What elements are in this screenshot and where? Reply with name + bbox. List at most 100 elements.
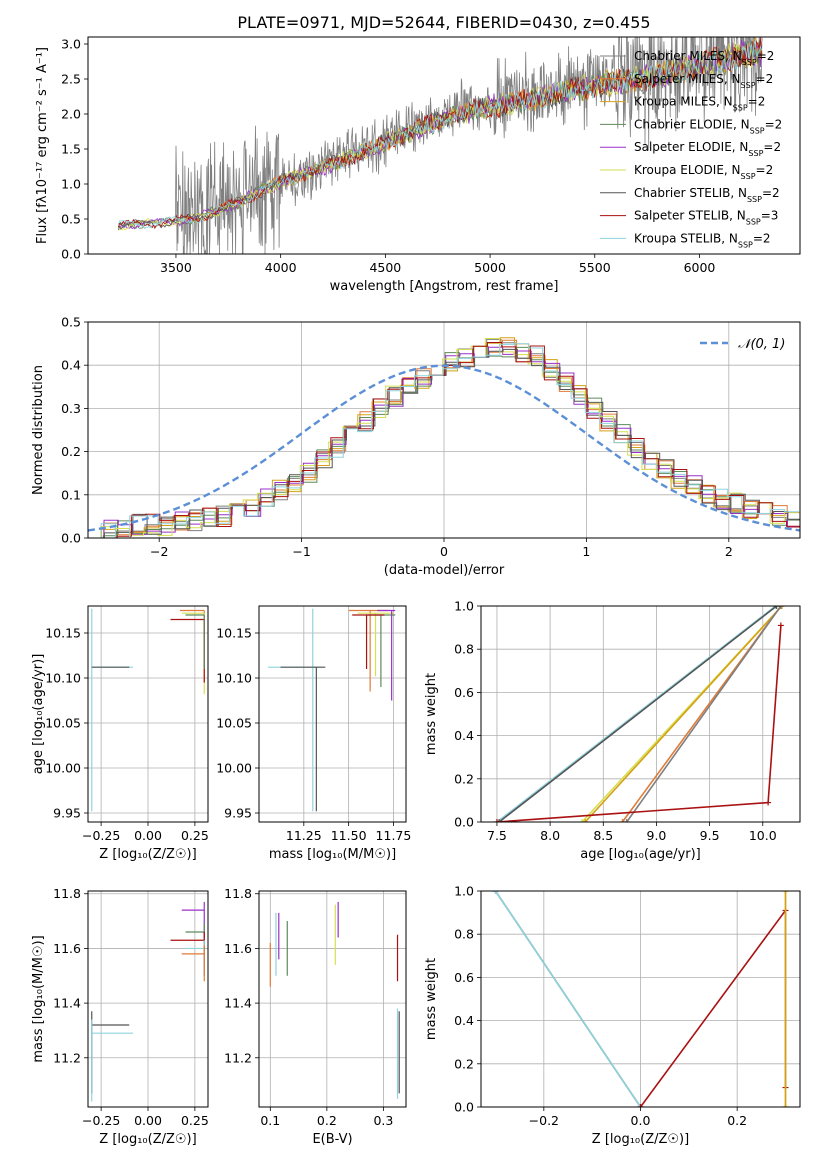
legend-value: =2 — [765, 117, 783, 131]
x-axis-label: wavelength [Angstrom, rest frame] — [330, 279, 559, 294]
plot-area — [481, 606, 800, 822]
y-tick-label: 10.10 — [45, 671, 81, 686]
weight-marker — [782, 1104, 789, 1107]
weight-line-salpeter-stelib — [639, 907, 787, 1107]
legend-entry: Chabrier STELIB, NSSP=2 — [634, 186, 780, 204]
x-tick-label: 0.25 — [181, 828, 209, 843]
legend-entry: Kroupa STELIB, NSSP=2 — [634, 231, 771, 249]
plot-area — [118, 37, 763, 254]
y-tick-label: 0.8 — [454, 642, 474, 657]
y-tick-label: 10.05 — [45, 716, 81, 731]
panel-mass-weight-vs-age: 7.5 8.0 8.5 9.0 9.5 10.0 0.0 0.2 0.4 0.6 0.8 1.0 age… — [424, 599, 801, 862]
axes-frame — [87, 890, 209, 1108]
axes-frame — [87, 321, 801, 539]
normal-distribution-line — [88, 364, 800, 532]
x-tick-label: 5500 — [579, 260, 611, 275]
legend-entry: Chabrier ELODIE, NSSP=2 — [634, 117, 782, 135]
legend-value: =2 — [756, 163, 774, 177]
x-tick-label: 0 — [440, 544, 448, 559]
legend-subscript: SSP — [750, 126, 765, 135]
legend-subscript: SSP — [742, 58, 757, 67]
x-tick-label: 0.00 — [134, 1113, 162, 1128]
legend-subscript: SSP — [748, 149, 763, 158]
y-tick-label: 11.6 — [224, 941, 252, 956]
weight-marker — [782, 891, 789, 894]
x-axis-label: E(B-V) — [312, 1132, 352, 1147]
weight-marker — [492, 891, 499, 894]
y-tick-label: 2.5 — [61, 72, 81, 87]
axes-frame — [87, 36, 801, 255]
x-tick-label: −0.25 — [82, 1113, 120, 1128]
x-tick-label: 0.2 — [317, 1113, 337, 1128]
weight-marker — [579, 819, 586, 822]
weight-marker — [623, 819, 630, 822]
histogram-salpeter-elodie — [89, 346, 800, 538]
x-tick-label: 8.5 — [593, 828, 613, 843]
y-tick-label: 10.05 — [216, 716, 252, 731]
y-axis-label: age [log₁₀(age/yr)] — [31, 654, 46, 775]
x-tick-label: 0.0 — [631, 1113, 651, 1128]
y-tick-label: 1.0 — [454, 599, 474, 614]
x-tick-label: 0.1 — [260, 1113, 280, 1128]
legend-value: =2 — [748, 95, 766, 109]
figure-title: PLATE=0971, MJD=52644, FIBERID=0430, z=0… — [237, 13, 650, 32]
weight-line-chabrier-stelib — [498, 606, 778, 822]
axes-layer: 3500 4000 4500 5000 5500 6000 0.0 0.5 1.0 1.5 2.0 2… — [31, 36, 801, 1147]
x-tick-label: −0.25 — [82, 828, 120, 843]
x-tick-label: 4000 — [265, 260, 297, 275]
weight-marker — [582, 819, 589, 822]
legend-subscript: SSP — [741, 172, 756, 181]
x-tick-label: 0.25 — [181, 1113, 209, 1128]
x-axis-label: (data-model)/error — [384, 563, 505, 578]
y-tick-label: 0.6 — [454, 685, 474, 700]
legend-value: =2 — [757, 49, 775, 63]
panel-mass-vs-ebv: 0.1 0.2 0.3 11.2 11.4 11.6 11.8 E(B-V) — [224, 886, 407, 1147]
plot-area — [88, 891, 208, 1107]
legend-entry: Salpeter STELIB, NSSP=3 — [634, 209, 778, 227]
y-tick-label: 0.1 — [61, 487, 81, 502]
legend-subscript: SSP — [733, 103, 748, 112]
legend-entry: Salpeter ELODIE, NSSP=2 — [634, 140, 781, 158]
y-tick-label: 10.10 — [216, 671, 252, 686]
legend-subscript: SSP — [738, 240, 753, 249]
legend-entry: 𝒩(0, 1) — [738, 337, 785, 352]
weight-marker — [637, 1104, 644, 1107]
weight-line-chabrier-miles — [626, 606, 782, 822]
histogram-chabrier-stelib — [90, 348, 800, 538]
weight-marker — [778, 606, 785, 609]
x-tick-label: 9.0 — [647, 828, 667, 843]
legend-value: =2 — [763, 140, 781, 154]
x-tick-label: 0.3 — [373, 1113, 393, 1128]
axes-frame — [480, 890, 801, 1108]
y-tick-label: 0.4 — [61, 358, 81, 373]
x-tick-label: 0.2 — [727, 1113, 747, 1128]
panel-residuals: −2 −1 0 1 2 0.0 0.1 0.2 0.3 0.4 0.5 (data-model)/er… — [31, 315, 801, 578]
y-axis-label: mass weight — [424, 958, 439, 1040]
x-tick-label: 9.5 — [700, 828, 720, 843]
x-axis-label: age [log₁₀(age/yr)] — [580, 847, 701, 862]
model-line-kroupa-stelib — [118, 40, 763, 230]
x-tick-label: 11.50 — [331, 828, 367, 843]
y-tick-label: 0.4 — [454, 1013, 474, 1028]
legend-entry: Kroupa MILES, NSSP=2 — [634, 95, 765, 113]
data-spectrum-line — [118, 37, 763, 254]
weight-marker — [496, 819, 503, 822]
y-tick-label: 0.0 — [454, 815, 474, 830]
y-tick-label: 11.8 — [224, 886, 252, 901]
x-tick-label: 10.0 — [749, 828, 777, 843]
y-tick-label: 0.8 — [454, 927, 474, 942]
y-axis-label: mass weight — [424, 673, 439, 755]
x-axis-label: Z [log₁₀(Z/Z☉)] — [99, 847, 196, 862]
histogram-chabrier-elodie — [89, 345, 800, 538]
x-tick-label: 11.25 — [286, 828, 322, 843]
x-tick-label: 6000 — [684, 260, 716, 275]
legend-value: =2 — [756, 72, 774, 86]
axes-frame — [480, 605, 801, 823]
legend-entry: Salpeter MILES, NSSP=2 — [634, 72, 773, 90]
weight-marker — [493, 819, 500, 822]
axes-frame — [87, 605, 209, 823]
x-tick-label: 1 — [582, 544, 590, 559]
y-tick-label: 0.2 — [454, 771, 474, 786]
weight-marker — [772, 606, 779, 609]
